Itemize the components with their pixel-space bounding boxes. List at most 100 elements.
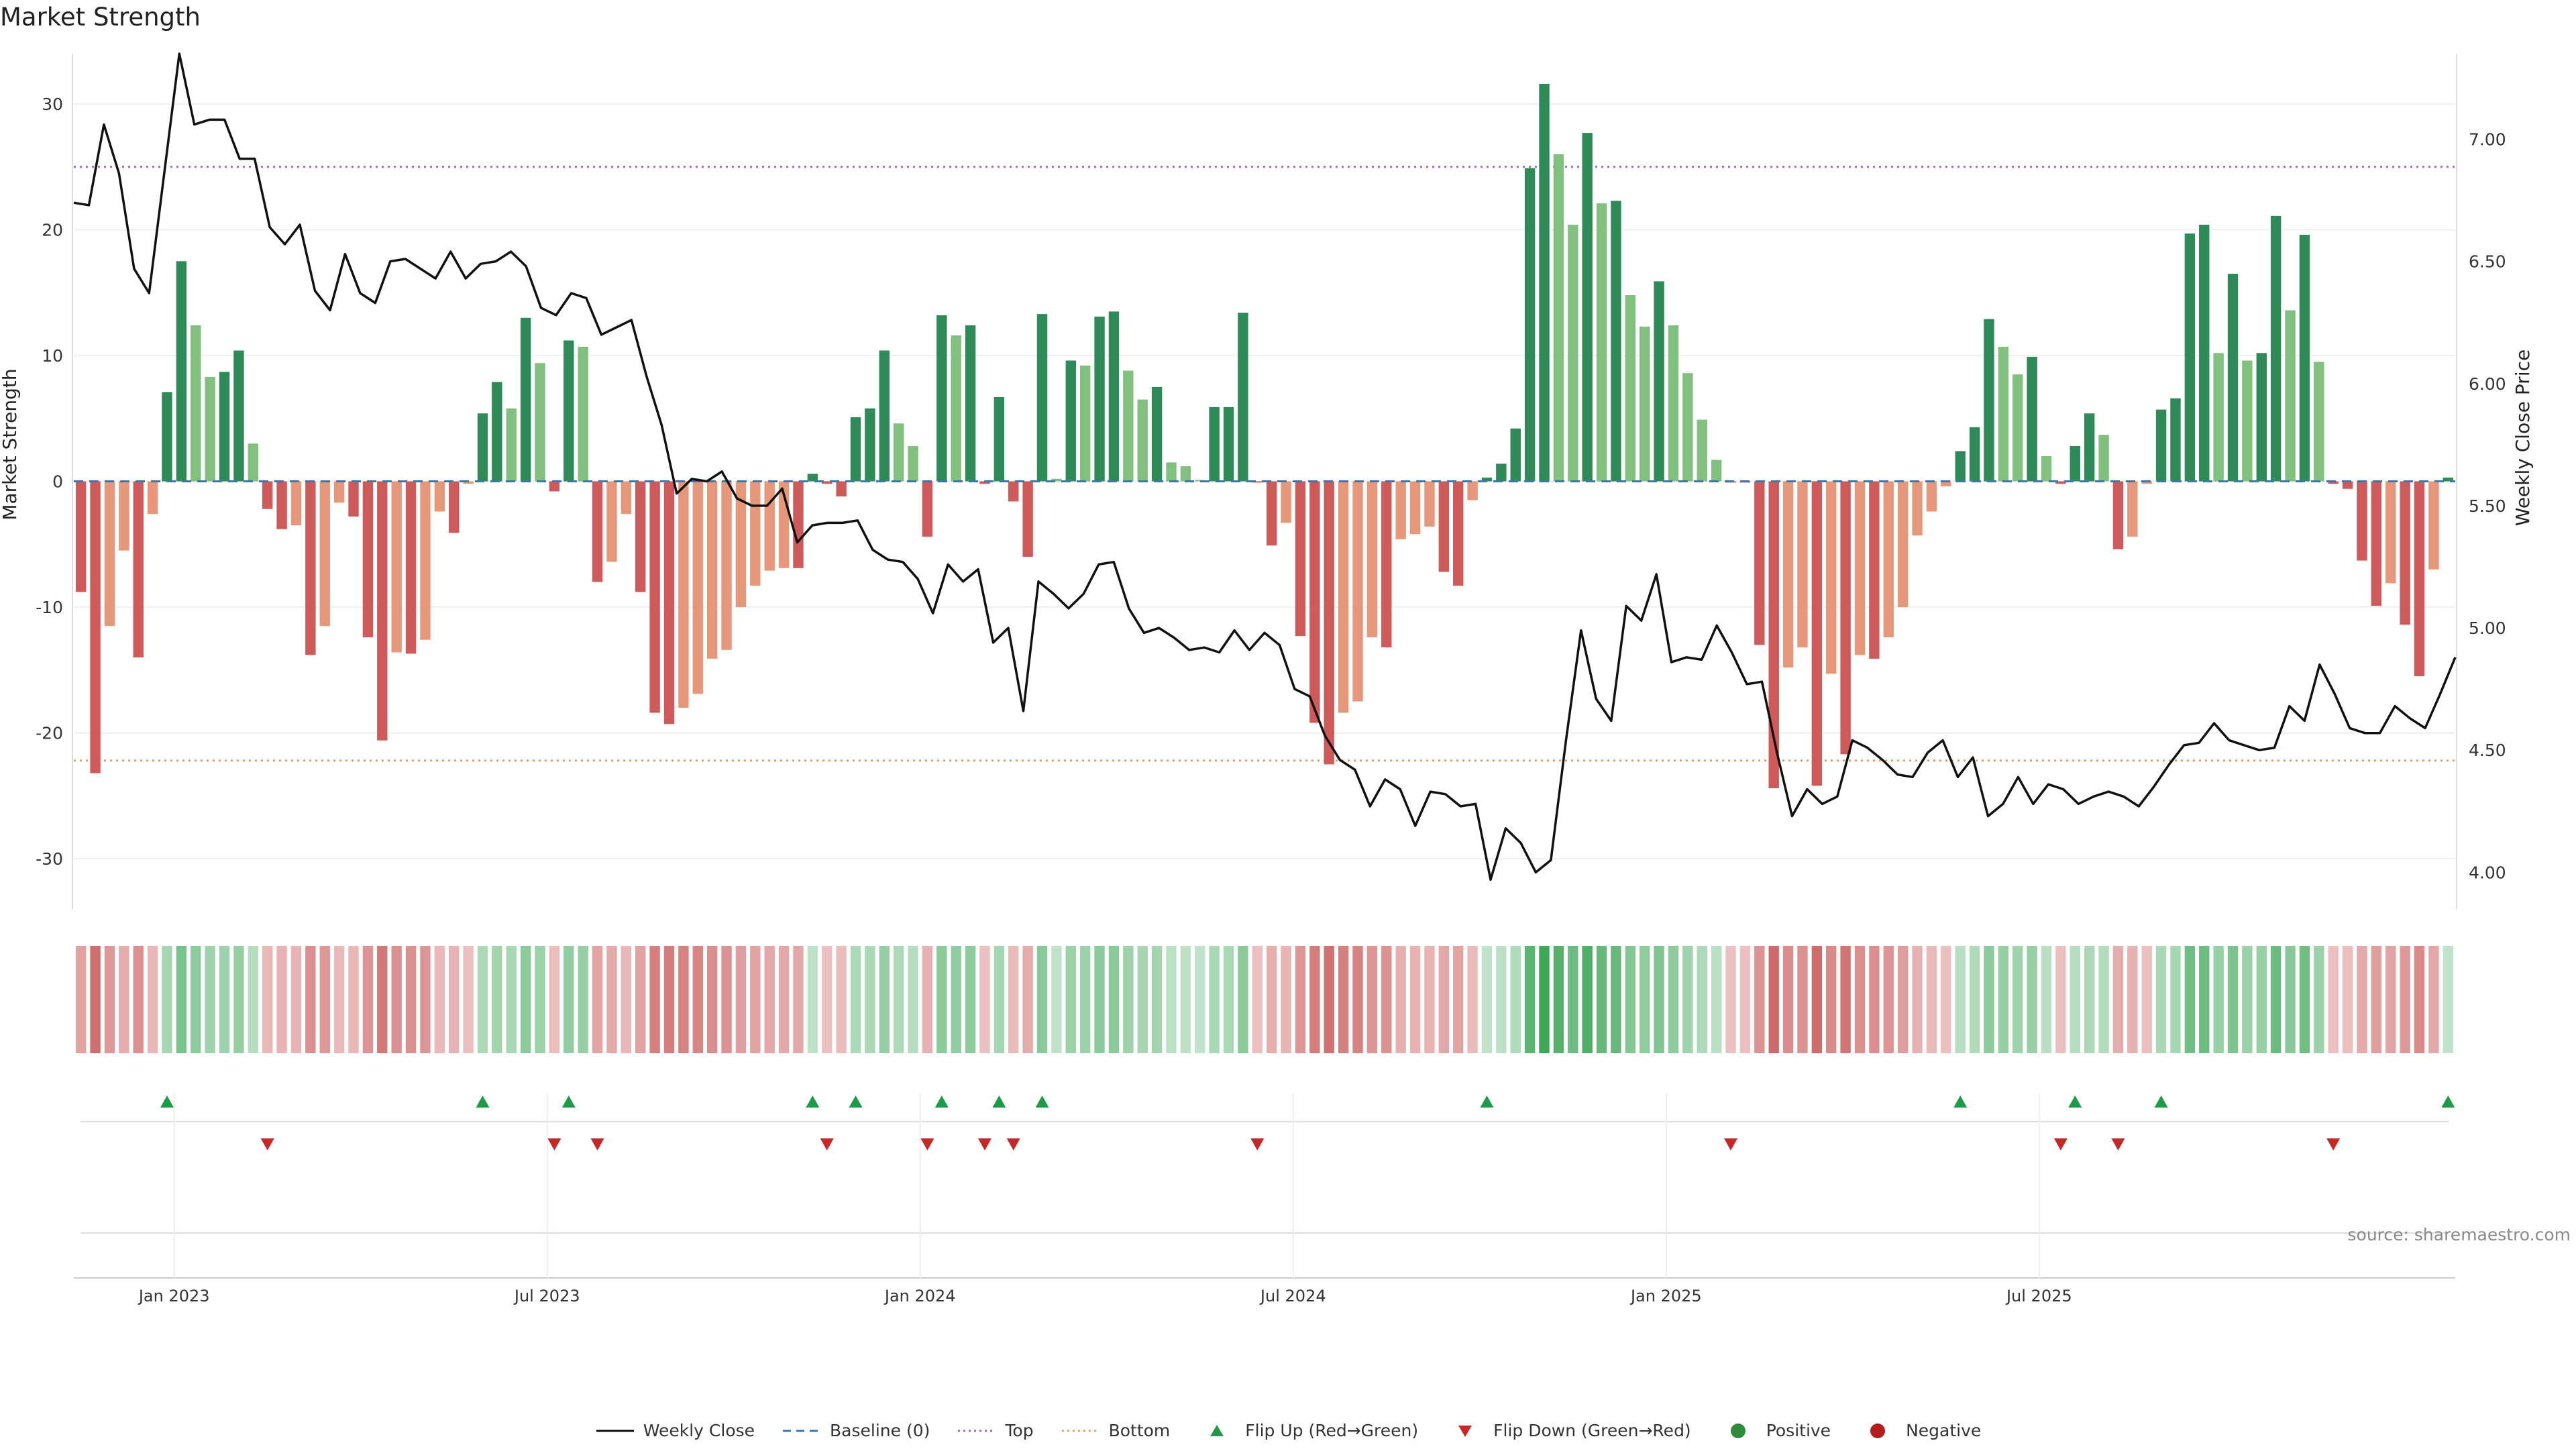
flip-up-marker [806, 1095, 820, 1108]
strength-bar [2098, 435, 2109, 482]
heat-cell [147, 946, 158, 1053]
heat-cell [1438, 946, 1450, 1053]
heat-cell [778, 946, 790, 1053]
chart-title: Market Strength [0, 3, 201, 32]
legend-item: Top [957, 1421, 1034, 1440]
heat-cell [1568, 946, 1578, 1053]
strength-bar [1553, 154, 1564, 482]
heat-cell [1725, 946, 1736, 1053]
strength-bar [492, 382, 502, 482]
strength-bar [1854, 481, 1866, 655]
heat-cell [2414, 946, 2425, 1053]
legend-label: Weekly Close [643, 1421, 755, 1440]
heat-cell [592, 946, 603, 1053]
strength-bar [2256, 353, 2267, 482]
strength-bar [965, 325, 976, 482]
heat-cell [333, 946, 345, 1053]
heat-cell [2299, 946, 2310, 1053]
heat-cell [606, 946, 617, 1053]
strength-bar [2170, 398, 2181, 482]
strength-bar [2041, 456, 2052, 482]
heat-cell [2242, 946, 2253, 1053]
heat-cell [463, 946, 474, 1053]
strength-bar [1481, 477, 1493, 482]
heat-cell [1079, 946, 1091, 1053]
heat-cell [2184, 946, 2196, 1053]
legend-item: Baseline (0) [782, 1421, 930, 1440]
strength-bar [2342, 481, 2353, 489]
legend-label: Bottom [1108, 1421, 1171, 1440]
legend-item: Negative [1858, 1421, 1981, 1440]
strength-bar [2112, 481, 2124, 549]
x-tick-label: Jan 2023 [138, 1287, 210, 1305]
flip-down-marker [2053, 1138, 2068, 1150]
heat-cell [850, 946, 861, 1053]
legend-label: Flip Up (Red→Green) [1245, 1421, 1419, 1440]
heat-cell [133, 946, 144, 1053]
strength-bar [2012, 374, 2023, 482]
strength-bar [1596, 203, 1607, 482]
strength-bar [2213, 353, 2224, 482]
heat-cell [2256, 946, 2267, 1053]
heat-cell [663, 946, 675, 1053]
heat-cell [2055, 946, 2066, 1053]
strength-bar [2285, 310, 2296, 482]
source-label: source: sharemaestro.com [2347, 1225, 2571, 1244]
heat-cell [290, 946, 302, 1053]
strength-bar [1195, 480, 1205, 482]
strength-bar [104, 481, 115, 627]
strength-bar [1338, 481, 1349, 713]
strength-bar [1883, 481, 1894, 637]
strength-bar [1711, 460, 1722, 482]
strength-bar [706, 481, 718, 659]
strength-bar [420, 481, 431, 640]
strength-bar [1782, 481, 1794, 667]
strength-bar [1381, 481, 1392, 647]
heat-cell [721, 946, 732, 1053]
strength-bar [1051, 478, 1062, 482]
heat-cell [477, 946, 488, 1053]
heat-cell [2227, 946, 2239, 1053]
strength-bar [649, 481, 660, 713]
legend-swatch-mark [1870, 1423, 1886, 1438]
strength-bar [1811, 481, 1823, 786]
heat-cell [1854, 946, 1866, 1053]
heat-cell [2155, 946, 2167, 1053]
heat-cell [1539, 946, 1550, 1053]
heat-cell [2098, 946, 2109, 1053]
heat-cell [2027, 946, 2037, 1053]
heat-cell [1883, 946, 1894, 1053]
strength-bar [1108, 311, 1120, 482]
strength-bar [850, 417, 861, 482]
heat-cell [90, 946, 101, 1053]
legend-swatch [1458, 1425, 1472, 1437]
heat-cell [1840, 946, 1851, 1053]
heat-cell [1223, 946, 1234, 1053]
strength-bar [793, 481, 804, 568]
strength-bars [75, 84, 2454, 788]
heat-cell [248, 946, 259, 1053]
strength-bar [2299, 235, 2310, 482]
strength-bar [1582, 133, 1593, 482]
strength-bar [1654, 281, 1664, 482]
heat-cell [434, 946, 445, 1053]
flip-markers [160, 1095, 2455, 1150]
heat-cell [564, 946, 574, 1053]
strength-bar [2027, 356, 2037, 482]
legend-item: Flip Up (Red→Green) [1197, 1421, 1418, 1440]
strength-bar [592, 481, 603, 582]
heat-cell [1295, 946, 1306, 1053]
strength-bar [1281, 481, 1291, 523]
strength-bar [1768, 481, 1779, 788]
strength-bar [822, 481, 833, 484]
heat-cell [119, 946, 129, 1053]
heat-cell [2141, 946, 2152, 1053]
heat-cell [1209, 946, 1220, 1053]
flip-up-marker [2068, 1095, 2082, 1108]
heat-cell [2357, 946, 2367, 1053]
strength-bar [635, 481, 646, 592]
strength-bar [176, 261, 187, 482]
y-axis-label-left: Market Strength [0, 368, 21, 520]
strength-bar [1826, 481, 1837, 674]
strength-bar [147, 481, 158, 515]
